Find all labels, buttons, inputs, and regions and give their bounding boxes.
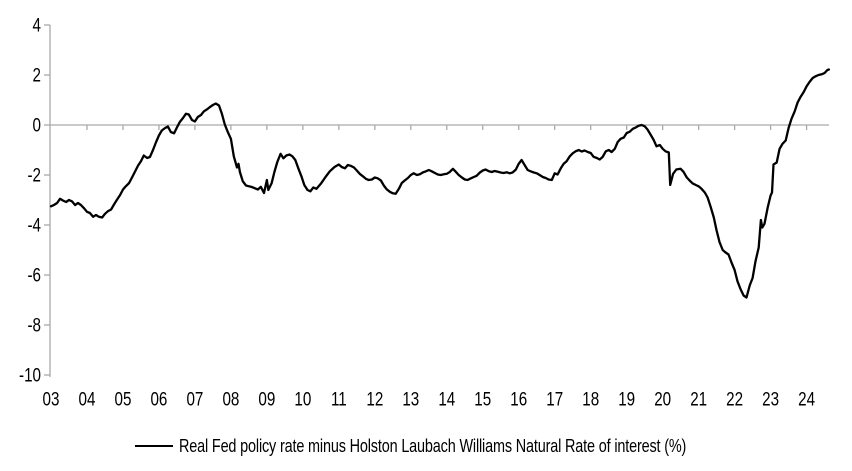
x-tick-label: 05 [115,388,132,410]
x-tick-label: 06 [150,388,167,410]
chart-legend: Real Fed policy rate minus Holston Lauba… [135,435,829,457]
x-tick-label: 19 [618,388,635,410]
x-tick-label: 07 [186,388,203,410]
legend-label: Real Fed policy rate minus Holston Lauba… [179,435,687,456]
y-tick-label: 2 [33,64,41,86]
x-tick-label: 04 [79,388,96,410]
x-tick-label: 13 [402,388,419,410]
x-tick-label: 10 [294,388,311,410]
x-tick-label: 21 [690,388,707,410]
x-tick-label: 08 [222,388,239,410]
x-tick-label: 23 [762,388,779,410]
x-tick-label: 15 [474,388,491,410]
y-tick-label: 0 [33,114,41,136]
data-series-line [49,68,831,299]
x-tick-label: 18 [582,388,599,410]
y-tick-label: -2 [27,164,41,186]
y-tick-label: -4 [27,214,41,236]
y-tick-label: -10 [19,364,41,386]
x-tick-label: 16 [510,388,527,410]
x-tick-label: 22 [726,388,743,410]
y-tick-label: -6 [27,264,41,286]
x-tick-label: 24 [798,388,815,410]
x-tick-label: 11 [331,388,347,410]
y-tick-label: -8 [27,314,41,336]
x-tick-label: 17 [546,388,563,410]
x-tick-label: 20 [654,388,671,410]
x-tick-label: 14 [438,388,455,410]
x-tick-label: 03 [43,388,60,410]
legend-line-swatch [135,445,173,447]
y-tick-label: 4 [33,14,42,36]
x-tick-label: 09 [258,388,275,410]
x-tick-label: 12 [366,388,383,410]
